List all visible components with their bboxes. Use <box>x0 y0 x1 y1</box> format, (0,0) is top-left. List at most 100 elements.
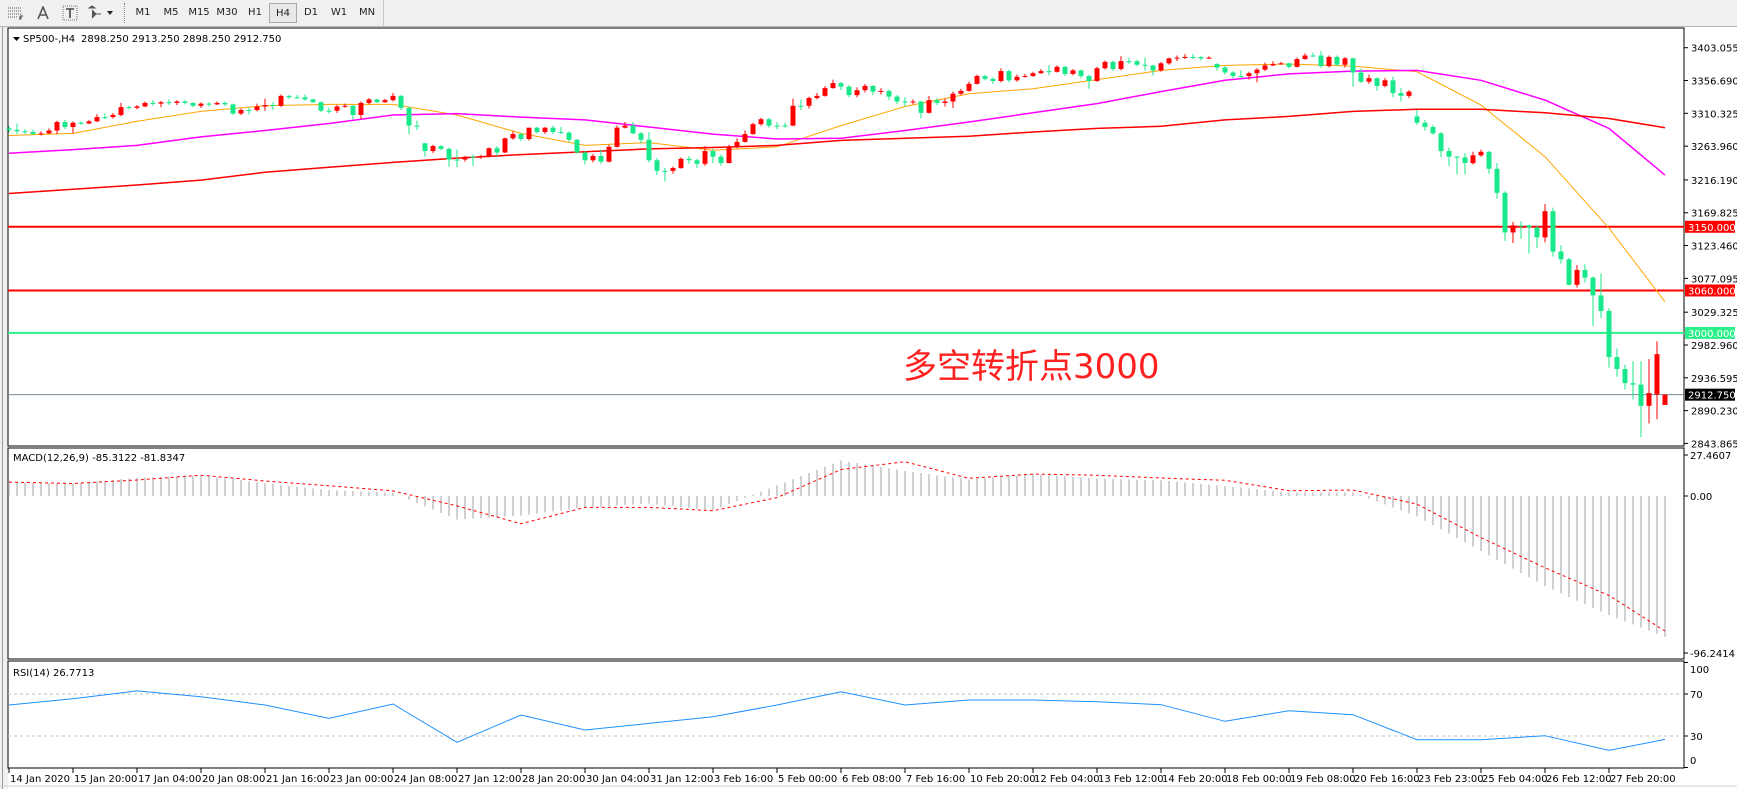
price-tick-label: 2982.960 <box>1691 341 1737 352</box>
chart-annotation[interactable]: 多空转折点3000 <box>903 347 1160 387</box>
candle-body <box>1574 269 1580 285</box>
candle-body <box>566 132 572 140</box>
candle-body <box>1046 71 1052 73</box>
candle-body <box>86 121 92 124</box>
candle <box>358 101 364 120</box>
candle-body <box>1654 354 1660 395</box>
candle <box>1118 56 1124 71</box>
candle <box>94 114 100 123</box>
candle <box>334 105 340 113</box>
candle-body <box>1646 393 1652 406</box>
timeframe-d1[interactable]: D1 <box>303 7 319 18</box>
candle-body <box>222 102 228 105</box>
candle <box>318 101 324 113</box>
candle <box>1246 71 1252 80</box>
candle-body <box>142 102 148 107</box>
candle <box>1566 257 1572 286</box>
candle-body <box>830 83 836 89</box>
candle-body <box>998 71 1004 81</box>
candle-body <box>1398 93 1404 96</box>
candle <box>630 122 636 135</box>
candle <box>1390 76 1396 98</box>
macd-panel <box>8 460 1666 637</box>
candle-body <box>46 130 52 134</box>
candle-body <box>1662 394 1668 405</box>
candle-body <box>1086 76 1092 81</box>
candle <box>1070 68 1076 76</box>
candle-body <box>1006 71 1012 81</box>
candle-body <box>254 106 260 111</box>
candle <box>1086 74 1092 89</box>
candle-body <box>1318 55 1324 67</box>
macd-axis-label: 27.4607 <box>1690 451 1731 462</box>
candle <box>494 146 500 157</box>
candle-body <box>606 146 612 162</box>
candle-body <box>1222 67 1228 73</box>
candle-body <box>854 90 860 96</box>
candle-body <box>662 170 668 172</box>
candle-body <box>14 129 20 132</box>
candle <box>430 144 436 154</box>
candle-body <box>1326 56 1332 67</box>
candle <box>1398 88 1404 102</box>
timeframe-m30[interactable]: M30 <box>216 7 238 18</box>
text-label-icon[interactable] <box>58 2 82 24</box>
candle-body <box>750 124 756 135</box>
candle-body <box>230 104 236 114</box>
candle <box>534 126 540 134</box>
timeframe-w1[interactable]: W1 <box>330 7 348 18</box>
arrows-dropdown-icon[interactable] <box>85 2 115 24</box>
candle-body <box>134 106 140 108</box>
candle-body <box>126 107 132 109</box>
candle <box>310 98 316 103</box>
candle-body <box>246 110 252 112</box>
candle <box>910 99 916 105</box>
candle-body <box>6 128 12 130</box>
candle <box>230 103 236 115</box>
candle-body <box>1182 56 1188 58</box>
candle <box>862 83 868 93</box>
candle-body <box>286 95 292 98</box>
text-a-icon[interactable] <box>31 2 55 24</box>
candle-body <box>486 148 492 157</box>
grid-f-icon[interactable] <box>4 2 28 24</box>
candle <box>1582 264 1588 283</box>
level-tag-bg <box>1685 220 1735 233</box>
timeframe-m5[interactable]: M5 <box>163 7 179 18</box>
candle <box>838 81 844 91</box>
candle <box>1182 54 1188 60</box>
current-price-tag: 2912.750 <box>1688 391 1736 402</box>
timeframe-h1[interactable]: H1 <box>248 7 262 18</box>
candle <box>1102 60 1108 70</box>
timeframe-m1[interactable]: M1 <box>135 7 151 18</box>
price-tick-label: 3263.960 <box>1691 142 1737 153</box>
price-tick-label: 3403.055 <box>1691 44 1737 55</box>
candle <box>1046 65 1052 76</box>
candle <box>1254 68 1260 83</box>
candle-body <box>806 97 812 106</box>
collapse-triangle-icon[interactable] <box>13 37 20 41</box>
candle <box>150 100 156 106</box>
timeframe-h4[interactable]: H4 <box>269 3 297 23</box>
price-tick-label: 3029.325 <box>1691 308 1737 319</box>
candle <box>854 87 860 98</box>
timeframe-m15[interactable]: M15 <box>188 7 210 18</box>
candle <box>878 88 884 95</box>
candle-body <box>1142 64 1148 66</box>
candle-body <box>886 90 892 97</box>
candle <box>718 154 724 166</box>
candle <box>166 99 172 106</box>
candle <box>1022 73 1028 78</box>
candle <box>22 129 28 135</box>
candle <box>1014 74 1020 82</box>
candle <box>1158 61 1164 72</box>
rsi-label: RSI(14) 26.7713 <box>13 668 94 679</box>
candle <box>694 158 700 169</box>
candle-body <box>1494 168 1500 193</box>
candle-body <box>390 95 396 101</box>
time-tick-label: 17 Jan 04:00 <box>138 774 201 785</box>
candle <box>70 121 76 134</box>
candle <box>366 97 372 105</box>
timeframe-mn[interactable]: MN <box>358 7 376 18</box>
